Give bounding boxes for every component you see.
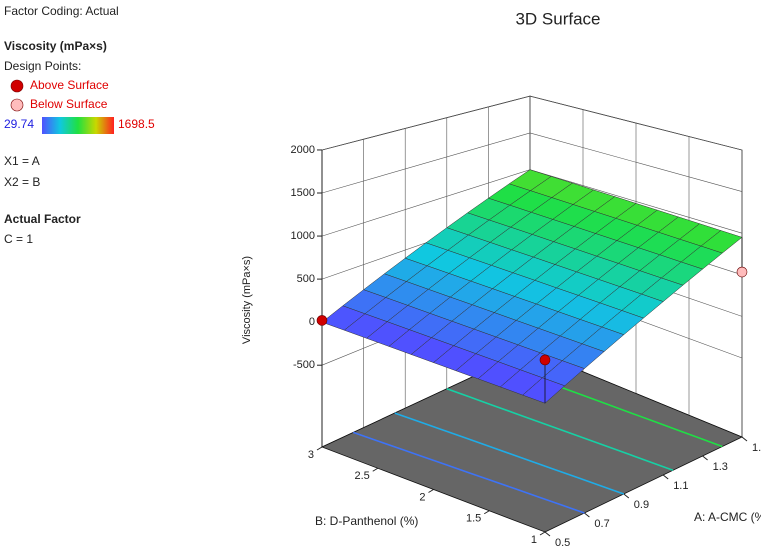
design-points-label: Design Points: bbox=[4, 59, 81, 73]
color-max: 1698.5 bbox=[118, 117, 155, 131]
x-tick-label: 1.1 bbox=[673, 480, 688, 492]
legend-label: Below Surface bbox=[30, 97, 108, 111]
legend-marker bbox=[10, 79, 24, 93]
design-point bbox=[539, 354, 551, 366]
color-bar bbox=[42, 117, 114, 134]
z-tick-label: 500 bbox=[297, 273, 315, 285]
z-axis-label: Viscosity (mPa×s) bbox=[241, 256, 253, 344]
x-tick-label: 0.9 bbox=[634, 499, 649, 511]
legend-marker bbox=[10, 98, 24, 112]
surface-cell bbox=[522, 377, 566, 404]
x2-label: X2 = B bbox=[4, 175, 40, 189]
x-tick-label: 1.5 bbox=[752, 442, 761, 454]
x-tick-label: 0.7 bbox=[594, 518, 609, 530]
y-tick-label: 2 bbox=[419, 491, 425, 503]
y-axis-label: B: D-Panthenol (%) bbox=[315, 514, 418, 528]
design-point bbox=[736, 266, 748, 278]
y-tick-label: 1 bbox=[531, 534, 537, 546]
response-name: Viscosity (mPa×s) bbox=[4, 39, 107, 53]
x-tick bbox=[623, 493, 630, 499]
y-tick-label: 2.5 bbox=[354, 470, 369, 482]
x-tick-label: 1.3 bbox=[713, 461, 728, 473]
x-tick-label: 0.5 bbox=[555, 537, 570, 549]
y-tick bbox=[428, 489, 434, 493]
x-tick bbox=[544, 531, 551, 537]
x1-label: X1 = A bbox=[4, 154, 40, 168]
y-tick bbox=[316, 446, 323, 451]
factor-coding: Factor Coding: Actual bbox=[4, 4, 119, 18]
x-axis-label: A: A-CMC (%) bbox=[694, 510, 761, 524]
contour-line bbox=[394, 412, 625, 495]
x-tick bbox=[741, 436, 748, 442]
actual-factor-value: C = 1 bbox=[4, 232, 33, 246]
y-tick-label: 1.5 bbox=[466, 513, 481, 525]
y-tick bbox=[483, 510, 490, 515]
z-tick-label: 0 bbox=[309, 316, 315, 328]
x-tick bbox=[584, 512, 590, 518]
z-tick-label: -500 bbox=[293, 359, 315, 371]
actual-factor: Actual Factor bbox=[4, 212, 81, 226]
x-tick bbox=[662, 474, 669, 480]
z-tick-label: 2000 bbox=[291, 144, 315, 156]
contour-line bbox=[352, 431, 585, 514]
design-point bbox=[316, 315, 328, 326]
x-tick bbox=[702, 455, 708, 461]
y-tick bbox=[539, 531, 546, 536]
z-tick-label: 1500 bbox=[291, 187, 315, 199]
y-tick-label: 3 bbox=[308, 449, 314, 461]
contour-line bbox=[446, 388, 674, 472]
y-tick bbox=[372, 467, 379, 472]
z-tick-label: 1000 bbox=[291, 230, 315, 242]
color-min: 29.74 bbox=[4, 117, 34, 131]
legend-label: Above Surface bbox=[30, 78, 109, 92]
chart-title: 3D Surface bbox=[515, 9, 600, 28]
